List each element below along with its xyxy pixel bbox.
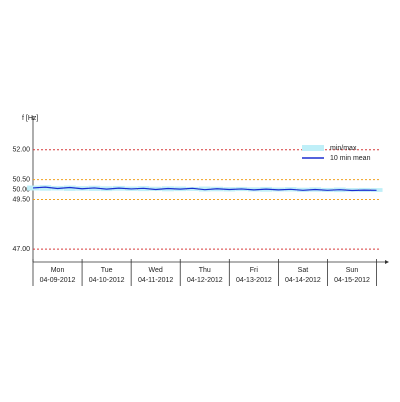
y-tick-label: 50.00	[12, 186, 30, 193]
x-day-label: Fri	[250, 267, 259, 274]
x-date-label: 04-15-2012	[334, 277, 370, 284]
legend-swatch	[302, 145, 324, 151]
x-day-label: Mon	[51, 267, 65, 274]
x-date-label: 04-13-2012	[236, 277, 272, 284]
y-tick-label: 49.50	[12, 196, 30, 203]
x-date-label: 04-11-2012	[138, 277, 173, 284]
x-date-label: 04-10-2012	[89, 277, 125, 284]
x-date-label: 04-14-2012	[285, 277, 321, 284]
mean-line	[32, 186, 377, 192]
y-tick-label: 50.50	[12, 176, 30, 183]
x-day-label: Sun	[346, 267, 359, 274]
x-date-label: 04-09-2012	[40, 277, 76, 284]
legend-label: min/max	[330, 145, 357, 152]
x-day-label: Sat	[298, 267, 309, 274]
x-date-label: 04-12-2012	[187, 277, 223, 284]
x-axis-arrow	[385, 260, 389, 264]
x-day-label: Tue	[101, 267, 113, 274]
legend-label: 10 min mean	[330, 155, 371, 162]
x-day-label: Thu	[199, 267, 211, 274]
y-tick-label: 52.00	[12, 147, 30, 154]
x-day-label: Wed	[149, 267, 163, 274]
y-axis-label: f [Hz]	[22, 115, 38, 122]
y-tick-label: 47.00	[12, 246, 30, 253]
